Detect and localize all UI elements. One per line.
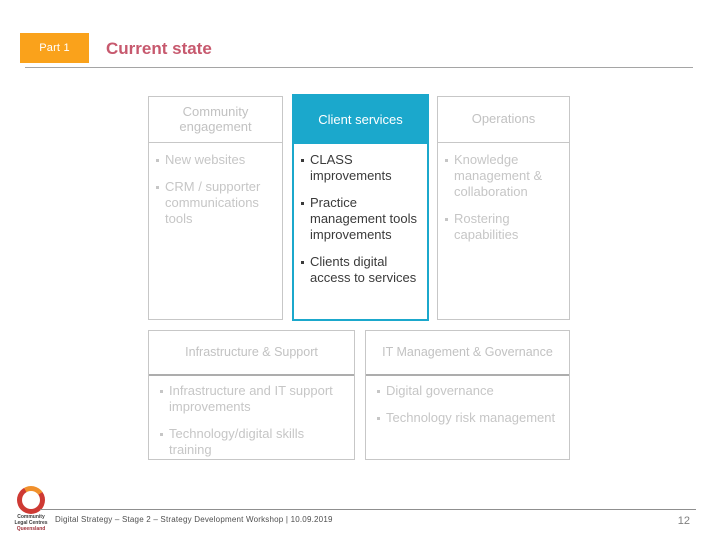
- bullet-list: Infrastructure and IT support improvemen…: [149, 376, 354, 458]
- bullet-item: Infrastructure and IT support improvemen…: [157, 383, 348, 415]
- bullet-item: Digital governance: [374, 383, 563, 399]
- bullet-list: CLASS improvements Practice management t…: [294, 144, 427, 286]
- bullet-item: CRM / supporter communications tools: [153, 179, 276, 227]
- bullet-item: Knowledge management & collaboration: [442, 152, 563, 200]
- bullet-list: Digital governance Technology risk manag…: [366, 376, 569, 426]
- bullet-item: CLASS improvements: [298, 152, 421, 184]
- bullet-item: Technology/digital skills training: [157, 426, 348, 458]
- bullet-list: New websites CRM / supporter communicati…: [149, 143, 282, 227]
- logo-line: Legal Centres: [14, 519, 48, 526]
- footer-text: Digital Strategy – Stage 2 – Strategy De…: [55, 515, 333, 524]
- logo-line: Community: [17, 514, 45, 520]
- box-title-operations: Operations: [438, 97, 569, 143]
- part-badge: Part 1: [20, 33, 89, 63]
- page-title: Current state: [106, 39, 212, 58]
- bullet-item: Technology risk management: [374, 410, 563, 426]
- box-operations: Operations Knowledge management & collab…: [437, 96, 570, 320]
- bullet-list: Knowledge management & collaboration Ros…: [438, 143, 569, 243]
- box-infrastructure-support: Infrastructure & Support Infrastructure …: [148, 330, 355, 460]
- box-community-engagement: Community engagement New websites CRM / …: [148, 96, 283, 320]
- box-title-community-engagement: Community engagement: [149, 97, 282, 143]
- box-title-client-services: Client services: [294, 96, 427, 144]
- box-title-it-management-governance: IT Management & Governance: [366, 331, 569, 376]
- logo-line: Queensland: [16, 525, 46, 532]
- org-logo-wordmark: Community Legal Centres Queensland: [2, 514, 60, 532]
- bullet-item: Clients digital access to services: [298, 254, 421, 286]
- org-logo-ring-icon: [17, 486, 45, 514]
- bullet-item: Rostering capabilities: [442, 211, 563, 243]
- footer-divider: [40, 509, 696, 510]
- page-number: 12: [677, 515, 690, 527]
- box-title-infrastructure-support: Infrastructure & Support: [149, 331, 354, 376]
- bullet-item: New websites: [153, 152, 276, 168]
- box-client-services-highlighted: Client services CLASS improvements Pract…: [292, 94, 429, 321]
- box-it-management-governance: IT Management & Governance Digital gover…: [365, 330, 570, 460]
- header-divider: [25, 67, 693, 68]
- bullet-item: Practice management tools improvements: [298, 195, 421, 243]
